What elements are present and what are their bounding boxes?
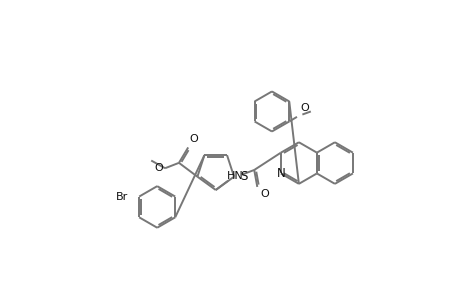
Text: O: O <box>299 103 308 113</box>
Text: S: S <box>240 170 247 183</box>
Text: N: N <box>277 167 285 180</box>
Text: HN: HN <box>226 171 243 181</box>
Text: Br: Br <box>116 191 128 202</box>
Text: O: O <box>260 189 269 199</box>
Text: O: O <box>189 134 198 144</box>
Text: O: O <box>154 163 162 173</box>
